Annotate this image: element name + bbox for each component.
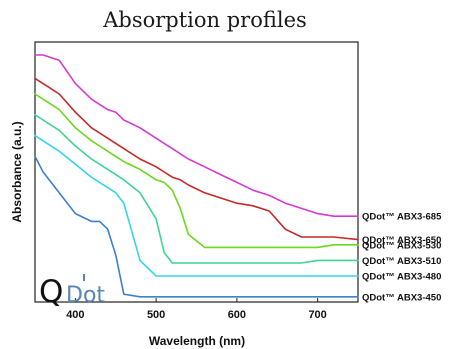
x-ticks: 400 500 600 700: [66, 298, 327, 321]
qdot-logo: Q Dot: [39, 274, 105, 310]
plot-area: [34, 41, 359, 303]
x-tick-label: 600: [228, 309, 246, 321]
series-label: QDot™ ABX3-510: [362, 256, 441, 267]
series-label: QDot™ ABX3-480: [362, 272, 441, 283]
x-tick-label: 400: [66, 309, 84, 321]
series-line: [34, 77, 359, 241]
logo-q: Q: [39, 274, 63, 310]
series-label: QDot™ ABX3-685: [362, 212, 442, 223]
plot-frame: [34, 41, 359, 303]
chart-title: Absorption profiles: [102, 8, 307, 32]
series-group: [34, 54, 359, 298]
x-tick-label: 500: [147, 309, 165, 321]
y-axis-label: Absorbance (a.u.): [10, 121, 24, 222]
series-line: [34, 114, 359, 264]
series-line: [34, 54, 359, 217]
x-tick-label: 700: [308, 309, 326, 321]
series-label: QDot™ ABX3-650: [362, 235, 441, 246]
series-line: [34, 134, 359, 277]
series-line: [34, 155, 359, 298]
series-label: QDot™ ABX3-450: [362, 292, 441, 303]
series-label: QDot™ ABX3-530: [362, 240, 441, 251]
x-axis-label: Wavelength (nm): [149, 334, 245, 348]
series-line: [34, 93, 359, 249]
logo-dot: Dot: [66, 283, 105, 308]
